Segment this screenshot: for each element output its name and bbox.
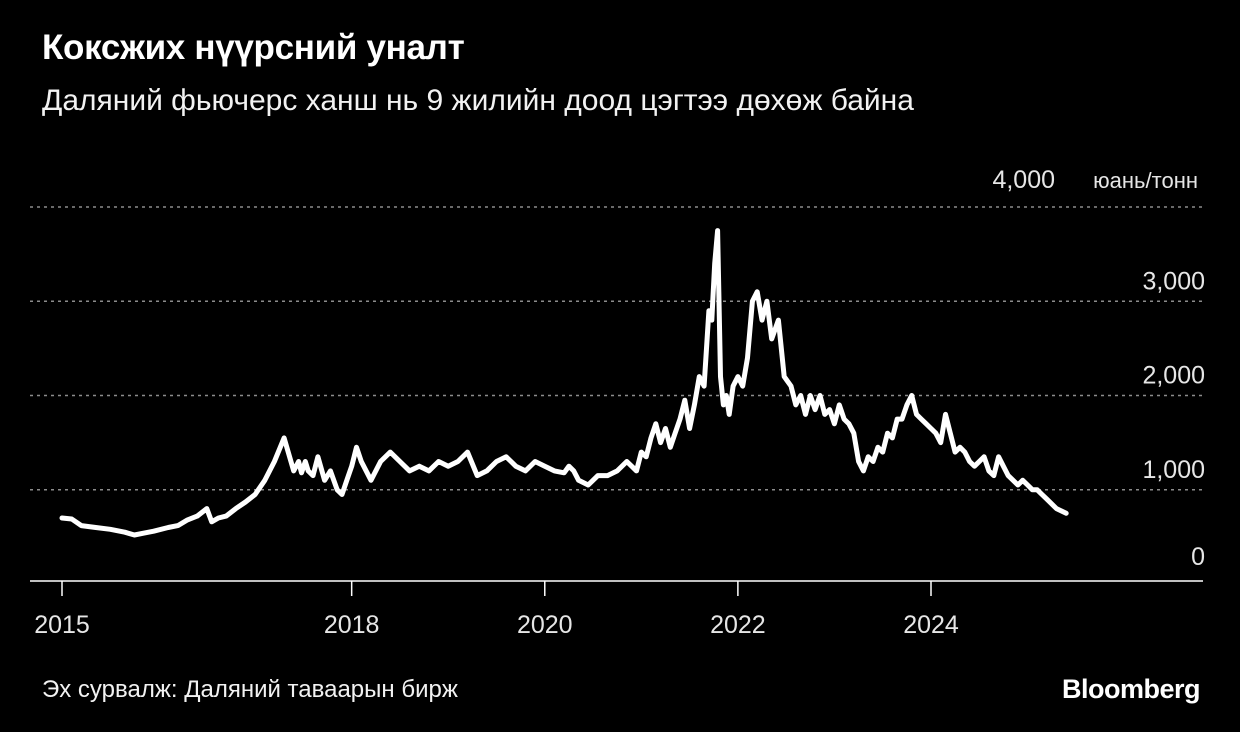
bloomberg-logo: Bloomberg — [1061, 674, 1201, 704]
grid-lines — [30, 206, 1203, 491]
source-note: Эх сурвалж: Даляний таваарын бирж — [42, 676, 458, 703]
x-tick-label: 2024 — [903, 611, 959, 639]
x-tick-label: 2022 — [710, 611, 766, 639]
y-tick-label: 0 — [1191, 543, 1205, 571]
y-axis-labels: 0 1,000 2,000 3,000 4,000 — [992, 166, 1205, 571]
y-tick-label: 2,000 — [1142, 362, 1205, 390]
x-tick-label: 2018 — [324, 611, 380, 639]
series-line-coking-coal-price — [59, 228, 1069, 538]
x-axis-ticks: 2015 2018 2020 2022 2024 — [34, 581, 959, 639]
y-tick-label: 3,000 — [1142, 267, 1205, 295]
y-axis-unit-label: юань/тонн — [1093, 168, 1198, 193]
chart-subtitle: Даляний фьючерс ханш нь 9 жилийн доод цэ… — [42, 84, 914, 117]
y-tick-label: 4,000 — [992, 166, 1055, 194]
x-tick-label: 2020 — [517, 611, 573, 639]
chart-title: Коксжих нүүрсний уналт — [42, 28, 465, 67]
y-tick-label: 1,000 — [1142, 456, 1205, 484]
x-tick-label: 2015 — [34, 611, 90, 639]
